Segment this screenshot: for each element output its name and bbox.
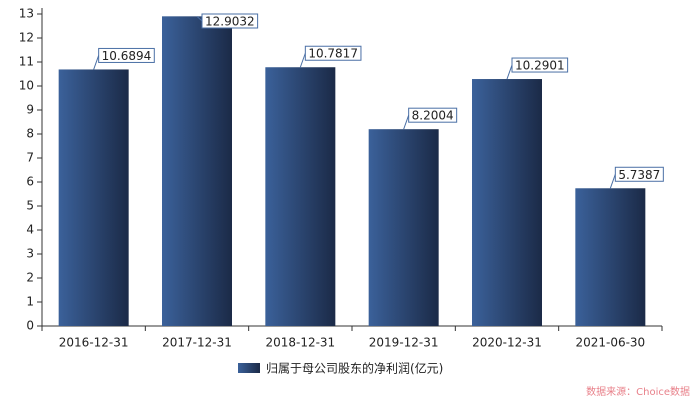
label-leader: [506, 64, 513, 80]
label-leader: [196, 15, 203, 22]
legend-swatch: [238, 363, 260, 373]
value-label-box: [98, 47, 155, 63]
y-tick-label: 7: [26, 151, 34, 165]
value-label-box: [511, 57, 569, 73]
x-tick-label: 2016-12-31: [59, 336, 129, 350]
bar: [575, 188, 646, 326]
y-tick-label: 13: [19, 7, 34, 21]
value-label-box: [304, 45, 362, 61]
value-label: 10.2901: [515, 59, 565, 73]
value-label: 10.6894: [102, 49, 152, 63]
label-leader: [403, 115, 410, 130]
x-tick-label: 2020-12-31: [472, 336, 542, 350]
x-tick-label: 2021-06-30: [575, 336, 645, 350]
value-label: 10.7817: [308, 47, 358, 61]
y-tick-label: 0: [26, 319, 34, 333]
y-tick-label: 3: [26, 247, 34, 261]
legend-label: 归属于母公司股东的净利润(亿元): [266, 361, 443, 376]
value-label-box: [408, 107, 458, 123]
label-leader: [93, 55, 100, 70]
y-tick-label: 10: [19, 79, 34, 93]
value-label: 12.9032: [205, 15, 255, 29]
source-note: 数据来源：Choice数据: [586, 385, 690, 398]
value-label-box: [614, 166, 664, 182]
value-label-box: [201, 13, 259, 29]
y-tick-label: 1: [26, 295, 34, 309]
y-tick-label: 5: [26, 199, 34, 213]
y-tick-label: 8: [26, 127, 34, 141]
x-tick-label: 2018-12-31: [265, 336, 335, 350]
y-tick-label: 12: [19, 31, 34, 45]
bar: [472, 79, 542, 326]
bar: [58, 69, 129, 326]
label-leader: [609, 174, 616, 189]
value-label: 5.7387: [618, 168, 660, 182]
y-tick-label: 6: [26, 175, 34, 189]
bar: [368, 129, 439, 326]
x-tick-label: 2017-12-31: [162, 336, 232, 350]
y-tick-label: 2: [26, 271, 34, 285]
value-label: 8.2004: [412, 109, 454, 123]
y-tick-label: 9: [26, 103, 34, 117]
y-tick-label: 4: [26, 223, 34, 237]
bar: [162, 16, 232, 326]
x-tick-label: 2019-12-31: [369, 336, 439, 350]
bar: [265, 67, 336, 326]
y-tick-label: 11: [19, 55, 34, 69]
label-leader: [299, 53, 306, 68]
